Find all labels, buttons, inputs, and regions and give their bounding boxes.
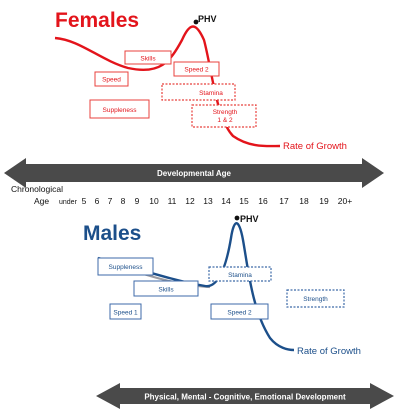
females-stamina-label: Stamina xyxy=(199,90,223,97)
age-ticks: 5 6 7 8 9 10 11 12 13 14 15 16 17 18 19 20+ xyxy=(82,196,353,206)
age-tick-label: 19 xyxy=(319,196,329,206)
age-tick-label: 10 xyxy=(149,196,159,206)
age-tick-label: 17 xyxy=(279,196,289,206)
developmental-age-label: Developmental Age xyxy=(157,169,231,178)
males-strength-box: Strength xyxy=(286,289,345,308)
females-suppleness-label: Suppleness xyxy=(103,107,138,114)
females-skills-box: Skills xyxy=(124,50,172,65)
females-speed-box: Speed xyxy=(94,71,129,87)
age-tick-label: 7 xyxy=(108,196,113,206)
males-strength-label: Strength xyxy=(303,296,328,303)
males-phv-point xyxy=(234,215,240,221)
females-phv-label: PHV xyxy=(198,14,217,24)
females-speed2-box: Speed 2 xyxy=(173,61,220,77)
age-tick-label: 9 xyxy=(135,196,140,206)
females-strength-box: Strength 1 & 2 xyxy=(191,104,257,128)
males-phv-label: PHV xyxy=(240,214,259,224)
age-tick-label: 6 xyxy=(95,196,100,206)
males-skills-label: Skills xyxy=(158,287,174,294)
age-tick-label: 14 xyxy=(221,196,231,206)
males-speed2-label: Speed 2 xyxy=(227,310,252,317)
males-speed1-box: Speed 1 xyxy=(109,303,142,320)
males-speed2-box: Speed 2 xyxy=(210,303,269,320)
females-speed2-label: Speed 2 xyxy=(184,67,209,74)
age-tick-label: 5 xyxy=(82,196,87,206)
females-skills-label: Skills xyxy=(140,56,156,63)
age-tick-label: 15 xyxy=(239,196,249,206)
males-stamina-box: Stamina xyxy=(208,266,272,282)
chrono-label-line2: Age xyxy=(34,196,49,206)
age-tick-label: 18 xyxy=(299,196,309,206)
females-strength-sub-label: 1 & 2 xyxy=(217,117,233,124)
females-title: Females xyxy=(55,9,139,32)
females-strength-label: Strength xyxy=(213,109,238,116)
females-panel: Females PHV Skills Speed Speed 2 Stamina… xyxy=(54,9,347,152)
males-suppleness-box: Suppleness xyxy=(97,257,154,276)
males-skills-box: Skills xyxy=(133,280,199,297)
age-tick-label: 11 xyxy=(168,196,177,206)
males-title: Males xyxy=(83,222,141,245)
females-rate-label: Rate of Growth xyxy=(283,141,347,152)
developmental-age-arrow: Developmental Age xyxy=(4,158,384,188)
females-phv-point xyxy=(193,19,199,25)
age-tick-label: 16 xyxy=(258,196,268,206)
development-arrow: Physical, Mental - Cognitive, Emotional … xyxy=(96,383,394,409)
age-tick-label: 20+ xyxy=(338,196,352,206)
chronological-age-scale: Chronological Age under 5 6 7 8 9 10 11 12 13 14 1… xyxy=(11,184,352,206)
age-tick-label: 12 xyxy=(185,196,195,206)
males-speed1-label: Speed 1 xyxy=(113,310,138,317)
males-rate-label: Rate of Growth xyxy=(297,346,361,357)
males-stamina-label: Stamina xyxy=(228,272,252,279)
age-tick-label: 13 xyxy=(203,196,213,206)
chrono-under-label: under xyxy=(59,199,78,206)
males-panel: Males PHV Suppleness Skills Stamina Spee… xyxy=(83,214,361,357)
age-tick-label: 8 xyxy=(121,196,126,206)
females-speed-label: Speed xyxy=(102,77,121,84)
females-stamina-box: Stamina xyxy=(161,83,236,101)
chrono-label-line1: Chronological xyxy=(11,184,63,194)
development-arrow-label: Physical, Mental - Cognitive, Emotional … xyxy=(144,393,346,402)
females-growth-curve xyxy=(54,25,281,148)
females-suppleness-box: Suppleness xyxy=(89,99,150,119)
males-suppleness-label: Suppleness xyxy=(109,264,144,271)
